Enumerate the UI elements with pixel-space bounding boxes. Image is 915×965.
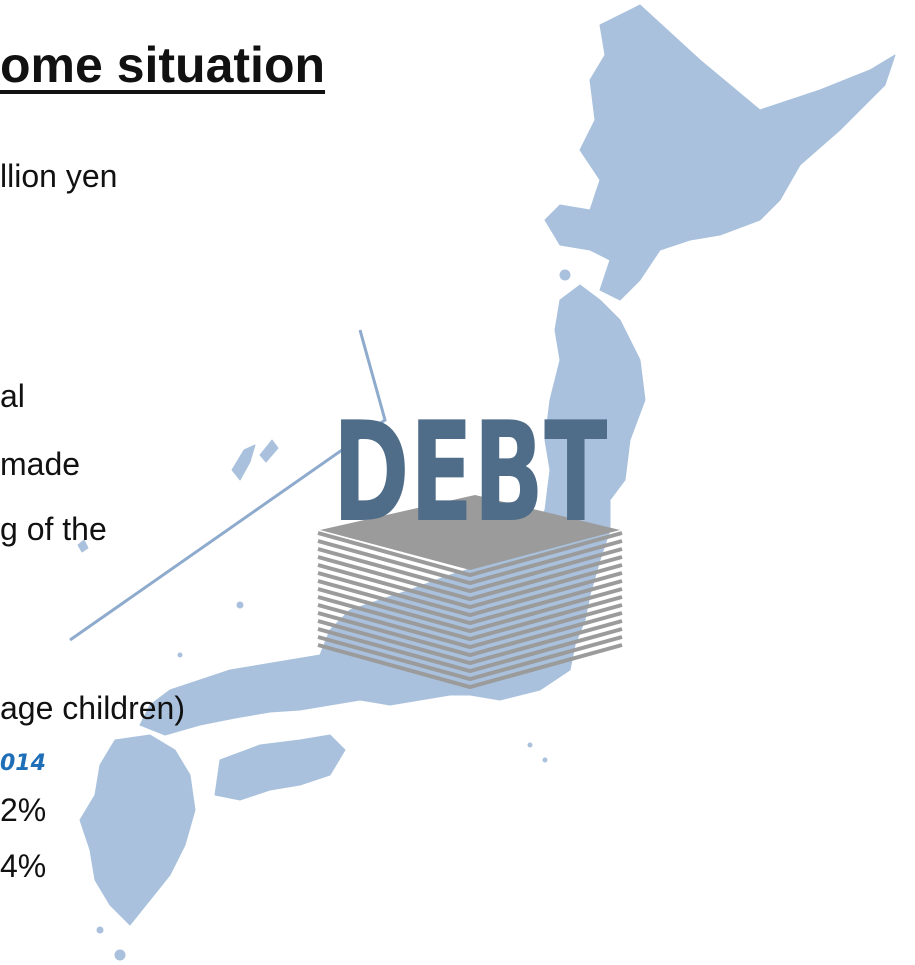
stat-value-2: 4% [0,848,47,884]
paper-sheet-edge [317,643,623,690]
slide-title: ome situation [0,37,326,93]
paper-sheet-edge [317,579,623,626]
paper-sheet-edge [317,555,623,602]
hokkaido-shape [544,4,896,301]
inset-divider-line [69,329,387,642]
paper-sheet-edge [317,635,623,682]
paper-sheet-edge [317,619,623,666]
paper-sheet-edge [317,627,623,674]
stat-value-1: 2% [0,792,47,828]
paper-sheet-edge [317,571,623,618]
paper-sheet-edge [317,547,623,594]
honshu-west-shape [139,654,471,736]
paper-sheet-edge [317,595,623,642]
paper-sheet-edge [317,587,623,634]
paper-sheet-edge [317,611,623,658]
kyushu-shape [79,734,196,926]
paper-sheet-edge [317,531,623,578]
debt-label: DEBT [333,405,608,553]
body-text-line-4: g of the [0,511,107,547]
year-label: 014 [0,751,46,776]
body-text-line-2: al [0,378,25,414]
body-text-line-5: age children) [0,690,185,726]
body-text-line-3: made [0,446,81,482]
paper-sheet-edge [317,563,623,610]
paper-sheet-edge [317,603,623,650]
body-text-line-1: llion yen [0,158,118,194]
debt-papers-illustration: DEBT [317,405,623,690]
paper-sheet-top [320,495,620,570]
paper-sheet-edge [317,539,623,586]
shikoku-shape [214,734,346,801]
